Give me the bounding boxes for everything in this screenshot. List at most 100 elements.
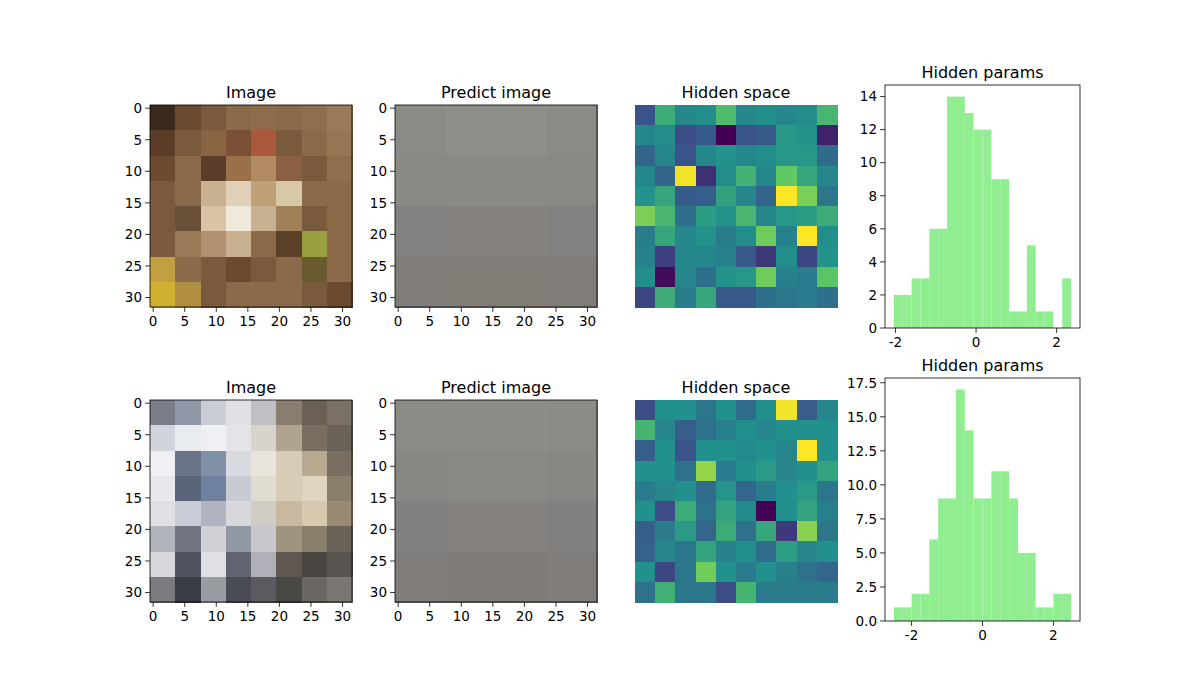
image-pixel [251,526,277,552]
image-pixel [327,231,353,257]
image-pixel [150,577,176,603]
heatmap-cell [756,562,777,583]
image-pixel [446,206,497,257]
x-tick [310,602,311,607]
heatmap-cell [675,186,696,207]
y-tick [880,416,885,417]
x-tick-label: 20 [271,313,288,329]
histogram-bar [1000,179,1009,328]
y-tick [880,228,885,229]
x-tick [398,602,399,607]
histogram-bar [1036,607,1045,621]
heatmap-cell [736,481,757,502]
heatmap-cell [776,521,797,542]
image-pixel [395,501,446,552]
y-tick [390,171,395,172]
heatmap-cell [797,481,818,502]
heatmap-cell [716,440,737,461]
histogram-bar [894,295,903,328]
image-pixel [150,552,176,578]
heatmap-cell [716,267,737,288]
image-pixel [150,130,176,156]
image-pixel [175,451,201,477]
heatmap-cell [635,481,656,502]
histogram-bar [947,97,956,328]
y-tick-label: 10.0 [847,477,877,493]
heatmap-cell [716,420,737,441]
histogram-bar [929,229,938,328]
image-cells [395,400,598,603]
heatmap-cell [635,440,656,461]
heatmap-cell [756,582,777,603]
heatmap-cell [817,206,838,227]
x-tick [524,307,525,312]
x-tick-label: 0 [972,334,981,350]
heatmap-cell [756,400,777,421]
image-pixel [327,282,353,308]
heatmap-cell [635,420,656,441]
heatmap-cell [696,481,717,502]
x-tick [310,307,311,312]
image-pixel [226,257,252,283]
y-tick [145,529,150,530]
y-tick-label: 2 [868,287,877,303]
image-pixel [175,552,201,578]
x-tick-label: 15 [239,608,256,624]
heatmap-cell [736,400,757,421]
image-pixel [302,156,328,182]
heatmap-cell [716,521,737,542]
heatmap-cell [756,541,777,562]
heatmap-cell [797,541,818,562]
heatmap-cell [635,400,656,421]
subplot-title: Hidden space [682,83,791,102]
heatmap-cell [696,521,717,542]
image-pixel [150,105,176,131]
image-pixel [150,257,176,283]
y-tick-label: 25 [125,553,142,569]
histogram-bar [912,594,921,621]
y-tick-label: 0 [133,395,142,411]
y-tick [390,560,395,561]
heatmap-cell [696,105,717,126]
image-pixel [276,231,302,257]
heatmap-cell [655,186,676,207]
y-tick-label: 10 [370,458,387,474]
y-tick [145,434,150,435]
y-tick-label: 15 [370,490,387,506]
heatmap-cell [635,206,656,227]
histogram-bar [1062,278,1071,328]
heatmap-cell [655,287,676,308]
x-tick-label: 0 [394,313,403,329]
histogram-bar [983,130,992,328]
y-tick-label: 20 [370,226,387,242]
y-tick-label: 2.5 [856,579,877,595]
axes-frame [150,105,352,307]
histogram-bar [920,278,929,328]
heatmap-cell [797,400,818,421]
heatmap-cell [696,166,717,187]
image-pixel [150,526,176,552]
x-tick-label: 10 [453,608,470,624]
image-pixel [175,257,201,283]
heatmap-cell [776,541,797,562]
heatmap-cell [817,166,838,187]
heatmap-cell [736,541,757,562]
y-tick-label: 30 [370,584,387,600]
x-tick-label: 20 [516,608,533,624]
y-tick [880,195,885,196]
x-tick [911,621,912,626]
heatmap-cell [756,166,777,187]
image-pixel [175,476,201,502]
image-pixel [251,156,277,182]
image-pixel [150,282,176,308]
heatmap-cell [675,501,696,522]
heatmap-cell [696,287,717,308]
heatmap-cell [655,501,676,522]
heatmap-cell [797,521,818,542]
y-tick-label: 15 [370,195,387,211]
image-pixel [201,181,227,207]
histogram-bar [894,607,903,621]
x-tick-label: 10 [208,313,225,329]
image-pixel [175,501,201,527]
y-tick [880,96,885,97]
